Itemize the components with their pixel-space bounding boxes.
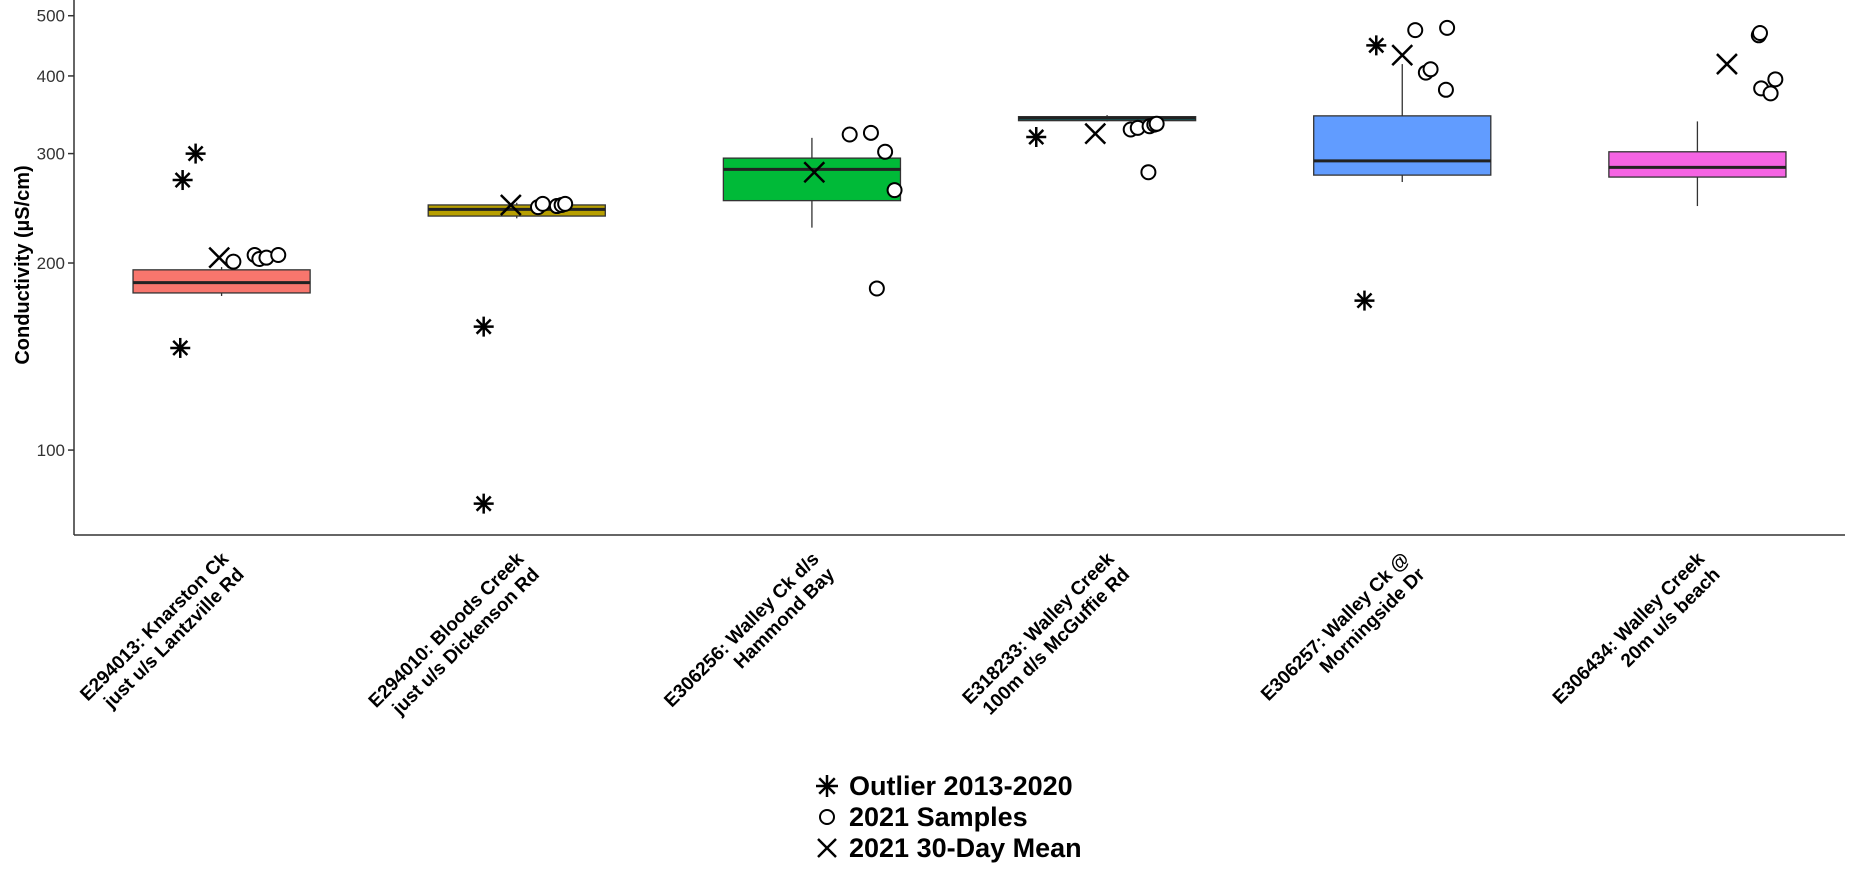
legend-label: 2021 Samples (849, 802, 1028, 832)
sample-point (1437, 81, 1454, 98)
sample-point (886, 182, 903, 199)
mean-marker (1084, 122, 1107, 145)
sample-point (868, 280, 885, 297)
outlier-point (172, 170, 193, 191)
sample-point (1422, 61, 1439, 78)
sample-point (1439, 19, 1456, 36)
sample-point (225, 253, 242, 270)
box-group (427, 194, 606, 514)
box-group (1608, 24, 1787, 207)
y-tick-label: 300 (37, 145, 65, 164)
sample-point (1148, 115, 1165, 132)
box-iqr (1313, 115, 1492, 176)
sample-point (877, 143, 894, 160)
box-group (1017, 115, 1197, 181)
y-tick-label: 100 (37, 441, 65, 460)
box-group (722, 124, 903, 297)
x-tick-label: E306257: Walley Ck @Morningside Dr (1257, 548, 1430, 721)
outlier-point (185, 143, 206, 164)
y-axis-title: Conductivity (µS/cm) (12, 165, 34, 364)
sample-point (1140, 164, 1157, 181)
x-tick-label: E306256: Walley Ck d/sHammond Bay (660, 548, 839, 727)
mean-marker (1391, 44, 1414, 67)
y-tick-label: 200 (37, 254, 65, 273)
sample-point (862, 124, 879, 141)
y-axis-ticks: 100 200 300 400 500 (37, 7, 74, 460)
mean-marker (499, 194, 522, 216)
x-tick-label: E306434: Walley Creek20m u/s beach (1549, 548, 1725, 724)
outlier-point (1354, 290, 1375, 311)
sample-point (534, 195, 551, 212)
sample-point (1407, 22, 1424, 39)
outlier-point (473, 316, 494, 337)
outlier-point (170, 337, 191, 358)
outlier-point (473, 493, 494, 514)
legend-cross-icon (817, 838, 837, 858)
box-group (132, 143, 311, 358)
plot-area (132, 19, 1787, 514)
sample-point (1762, 85, 1779, 102)
sample-point (270, 247, 287, 264)
sample-point (1767, 71, 1784, 88)
legend-circle-icon (819, 809, 835, 825)
sample-point (557, 195, 574, 212)
legend-label: 2021 30-Day Mean (849, 833, 1082, 863)
legend-label: Outlier 2013-2020 (849, 771, 1073, 801)
box-group (1313, 19, 1492, 311)
x-axis-labels: E294013: Knarston Ckjust u/s Lantzville … (76, 548, 1725, 727)
mean-marker (803, 161, 826, 184)
box-iqr (1608, 151, 1787, 178)
sample-point (841, 126, 858, 143)
y-tick-label: 500 (37, 7, 65, 26)
outlier-point (1366, 35, 1387, 56)
box-iqr (722, 157, 902, 202)
y-tick-label: 400 (37, 67, 65, 86)
x-tick-label: E294010: Bloods Creekjust u/s Dickenson … (365, 548, 544, 727)
sample-point (1751, 24, 1768, 41)
x-tick-label: E318233: Walley Creek100m d/s McGuffie R… (959, 548, 1135, 724)
x-tick-label: E294013: Knarston Ckjust u/s Lantzville … (76, 548, 249, 721)
mean-marker (1716, 53, 1738, 75)
mean-marker (208, 246, 231, 269)
outlier-point (1026, 127, 1047, 148)
legend-asterisk-icon (816, 775, 838, 797)
